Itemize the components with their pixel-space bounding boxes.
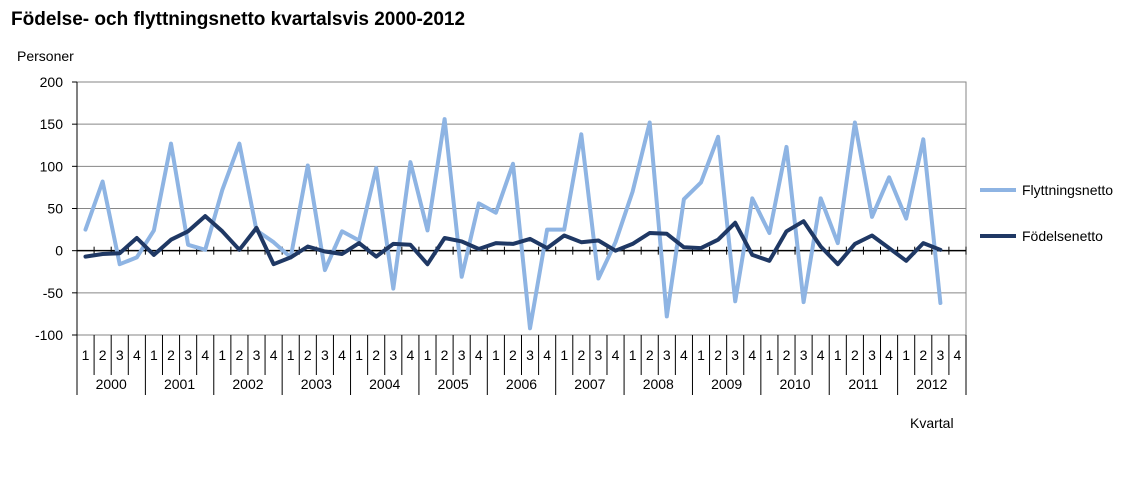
quarter-label: 2 — [851, 347, 859, 363]
year-label: 2003 — [301, 376, 332, 392]
y-tick-label: -100 — [35, 327, 63, 343]
quarter-label: 4 — [543, 347, 551, 363]
quarter-label: 2 — [99, 347, 107, 363]
quarter-label: 2 — [304, 347, 312, 363]
quarter-label: 1 — [902, 347, 910, 363]
series-lines — [83, 117, 943, 331]
quarter-label: 1 — [697, 347, 705, 363]
quarter-label: 3 — [389, 347, 397, 363]
year-label: 2000 — [96, 376, 127, 392]
quarter-label: 3 — [184, 347, 192, 363]
y-tick-label: 50 — [47, 201, 63, 217]
quarter-label: 2 — [919, 347, 927, 363]
quarter-label: 2 — [372, 347, 380, 363]
year-label: 2011 — [848, 376, 878, 392]
quarter-label: 4 — [680, 347, 688, 363]
quarter-label: 4 — [338, 347, 346, 363]
quarter-label: 2 — [509, 347, 517, 363]
year-label: 2005 — [438, 376, 469, 392]
quarter-label: 1 — [424, 347, 432, 363]
quarter-label: 1 — [560, 347, 568, 363]
quarter-label: 4 — [817, 347, 825, 363]
quarter-label: 3 — [868, 347, 876, 363]
quarter-label: 1 — [629, 347, 637, 363]
series-line-födelsenetto — [83, 214, 943, 267]
quarter-label: 2 — [167, 347, 175, 363]
quarter-label: 1 — [834, 347, 842, 363]
quarter-label: 3 — [526, 347, 534, 363]
y-tick-label: -50 — [43, 285, 63, 301]
year-label: 2009 — [711, 376, 742, 392]
quarter-label: 1 — [492, 347, 500, 363]
quarter-label: 3 — [800, 347, 808, 363]
quarter-label: 4 — [201, 347, 209, 363]
quarter-label: 1 — [355, 347, 363, 363]
quarter-label: 4 — [885, 347, 893, 363]
y-tick-label: 150 — [40, 116, 64, 132]
quarter-label: 4 — [270, 347, 278, 363]
quarter-label: 2 — [714, 347, 722, 363]
quarter-label: 1 — [287, 347, 295, 363]
year-label: 2008 — [643, 376, 674, 392]
quarter-label: 4 — [954, 347, 962, 363]
quarter-label: 1 — [150, 347, 158, 363]
legend-label: Flyttningsnetto — [1022, 182, 1113, 198]
quarter-label: 3 — [731, 347, 739, 363]
quarter-label: 4 — [406, 347, 414, 363]
quarter-label: 4 — [612, 347, 620, 363]
quarter-label: 2 — [236, 347, 244, 363]
quarter-label: 3 — [321, 347, 329, 363]
quarter-label: 1 — [82, 347, 90, 363]
quarter-label: 3 — [116, 347, 124, 363]
year-label: 2010 — [779, 376, 810, 392]
y-tick-label: 0 — [55, 243, 63, 259]
quarter-label: 2 — [646, 347, 654, 363]
year-label: 2012 — [916, 376, 947, 392]
quarter-label: 3 — [253, 347, 261, 363]
quarter-label: 3 — [458, 347, 466, 363]
y-tick-label: 200 — [40, 74, 64, 90]
quarter-label: 4 — [133, 347, 141, 363]
chart-title: Födelse- och flyttningsnetto kvartalsvis… — [11, 9, 466, 30]
y-axis: 200 150 100 50 0 -50 -100 — [35, 74, 78, 343]
quarter-label: 3 — [595, 347, 603, 363]
quarter-label: 3 — [663, 347, 671, 363]
quarter-label: 1 — [218, 347, 226, 363]
quarter-label: 1 — [765, 347, 773, 363]
year-label: 2001 — [164, 376, 195, 392]
year-label: 2007 — [574, 376, 605, 392]
quarter-label: 2 — [441, 347, 449, 363]
series-line-flyttningsnetto — [83, 117, 943, 331]
y-tick-label: 100 — [40, 158, 64, 174]
year-label: 2002 — [232, 376, 263, 392]
quarter-label: 2 — [577, 347, 585, 363]
quarter-label: 3 — [936, 347, 944, 363]
quarter-label: 4 — [748, 347, 756, 363]
legend: Flyttningsnetto Födelsenetto — [980, 182, 1113, 244]
year-label: 2006 — [506, 376, 537, 392]
y-axis-label: Personer — [17, 48, 74, 64]
legend-label: Födelsenetto — [1022, 228, 1103, 244]
quarter-label: 2 — [783, 347, 791, 363]
year-label: 2004 — [369, 376, 400, 392]
gridlines — [77, 81, 966, 336]
x-axis-label: Kvartal — [910, 415, 954, 431]
quarter-label: 4 — [475, 347, 483, 363]
